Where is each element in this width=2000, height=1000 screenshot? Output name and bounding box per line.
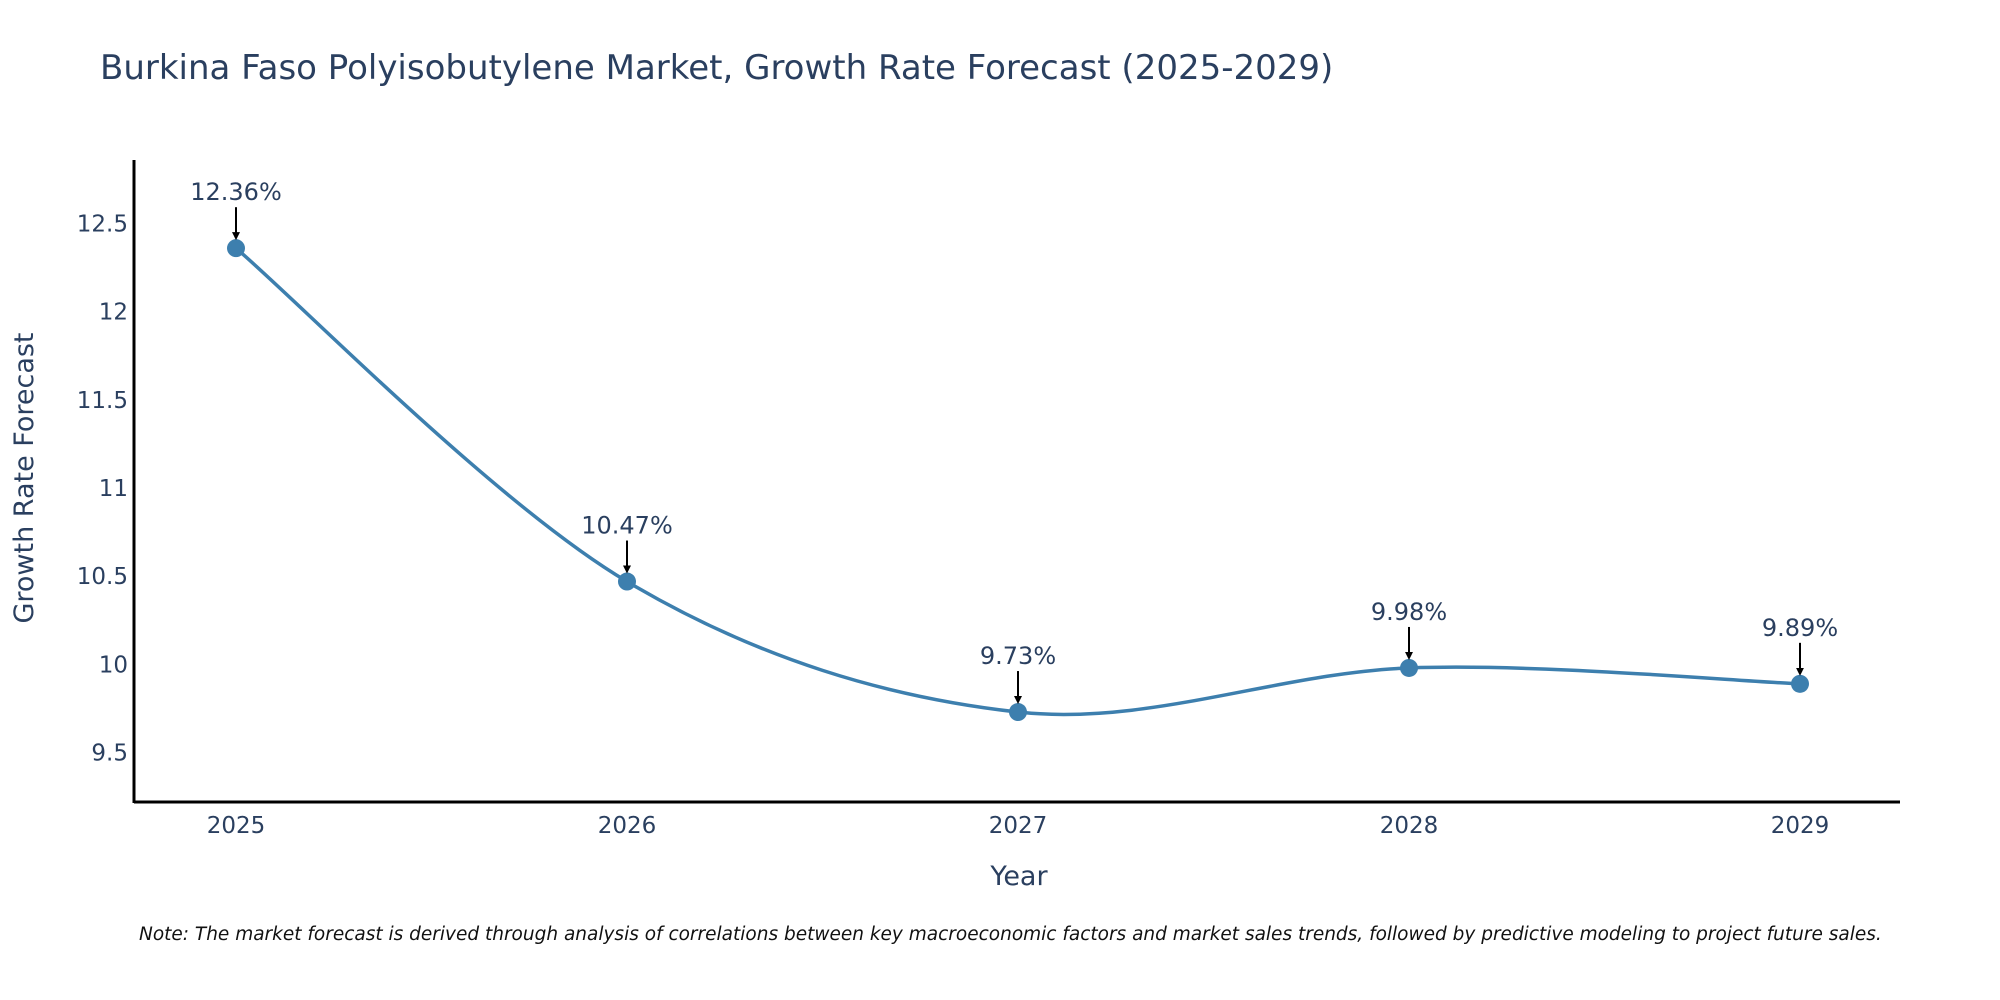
y-tick-label: 10 [99, 652, 128, 678]
data-point-2027 [1009, 703, 1027, 722]
data-annotations: 12.36% 10.47% 9.73% 9.98% 9.89% [190, 178, 1838, 705]
data-label: 9.89% [1762, 614, 1838, 642]
x-tick-label: 2025 [207, 813, 266, 839]
data-label: 10.47% [581, 512, 673, 540]
data-label: 9.98% [1371, 598, 1447, 626]
x-tick-label: 2028 [1380, 813, 1439, 839]
y-tick-label: 11 [99, 476, 128, 502]
data-label: 12.36% [190, 178, 282, 206]
x-axis-title: Year [989, 861, 1048, 892]
series-line [234, 246, 1802, 717]
y-tick-label: 12.5 [77, 211, 128, 237]
y-axis-ticks: 9.5 10 10.5 11 11.5 12 12.5 [77, 211, 128, 766]
x-axis-ticks: 2025 2026 2027 2028 2029 [207, 813, 1830, 839]
data-point-2028 [1400, 658, 1418, 677]
x-tick-label: 2026 [598, 813, 657, 839]
y-tick-label: 10.5 [77, 564, 128, 590]
data-point-2025 [227, 239, 245, 258]
data-points [227, 239, 1809, 722]
chart-title: Burkina Faso Polyisobutylene Market, Gro… [100, 48, 1333, 88]
y-tick-label: 9.5 [91, 741, 128, 767]
x-tick-label: 2029 [1771, 813, 1830, 839]
y-tick-label: 12 [99, 300, 128, 326]
footnote: Note: The market forecast is derived thr… [139, 924, 1882, 945]
x-tick-label: 2027 [989, 813, 1048, 839]
data-point-2029 [1791, 674, 1809, 693]
y-axis-title: Growth Rate Forecast [9, 332, 40, 623]
y-tick-label: 11.5 [77, 388, 128, 414]
data-label: 9.73% [980, 642, 1056, 670]
data-point-2026 [618, 572, 636, 591]
